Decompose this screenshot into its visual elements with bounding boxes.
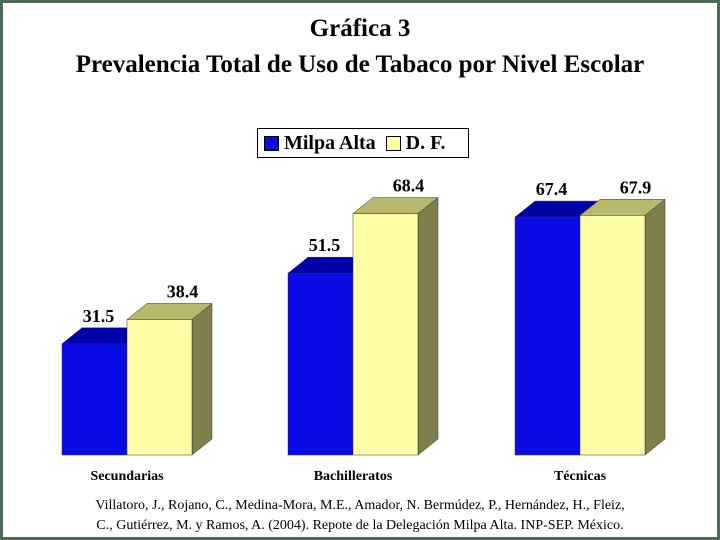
legend-item-milpa-alta: Milpa Alta — [264, 132, 376, 155]
legend-item-df: D. F. — [385, 131, 446, 155]
data-label-df-secundarias: 38.4 — [167, 281, 199, 301]
bar-milpa-alta-tecnicas — [514, 216, 581, 456]
source-credit-line1: Villatoro, J., Rojano, C., Medina-Mora, … — [95, 498, 625, 513]
category-label-secundarias: Secundarias — [90, 469, 164, 484]
legend-label-milpa-alta: Milpa Alta — [284, 131, 376, 154]
data-label-df-tecnicas: 67.9 — [620, 177, 652, 197]
data-label-milpa-alta-bachilleratos: 51.5 — [309, 235, 341, 255]
bar-side-df-secundarias — [191, 302, 213, 456]
data-label-milpa-alta-secundarias: 31.5 — [83, 306, 115, 326]
category-label-tecnicas: Técnicas — [554, 469, 607, 484]
bar-df-bachilleratos — [352, 213, 419, 456]
bar-milpa-alta-bachilleratos — [287, 272, 354, 456]
bar-df-secundarias — [126, 319, 193, 456]
bar-side-df-tecnicas — [644, 198, 666, 456]
legend-swatch-milpa-alta — [264, 135, 279, 151]
bar-side-df-bachilleratos — [417, 197, 439, 456]
source-credit: Villatoro, J., Rojano, C., Medina-Mora, … — [0, 496, 720, 536]
bar-milpa-alta-secundarias — [61, 343, 128, 456]
legend-swatch-df — [385, 135, 401, 151]
data-label-df-bachilleratos: 68.4 — [393, 176, 425, 196]
data-label-milpa-alta-tecnicas: 67.4 — [536, 179, 568, 199]
chart-title-line1: Gráfica 3 — [309, 15, 411, 42]
category-label-bachilleratos: Bachilleratos — [314, 469, 393, 484]
source-credit-line2: C., Gutiérrez, M. y Ramos, A. (2004). Re… — [96, 518, 624, 533]
bar-df-tecnicas — [579, 215, 646, 456]
legend-label-df: D. F. — [405, 131, 446, 154]
chart-legend: Milpa Alta D. F. — [257, 128, 469, 158]
chart-title-line2: Prevalencia Total de Uso de Tabaco por N… — [75, 51, 645, 78]
